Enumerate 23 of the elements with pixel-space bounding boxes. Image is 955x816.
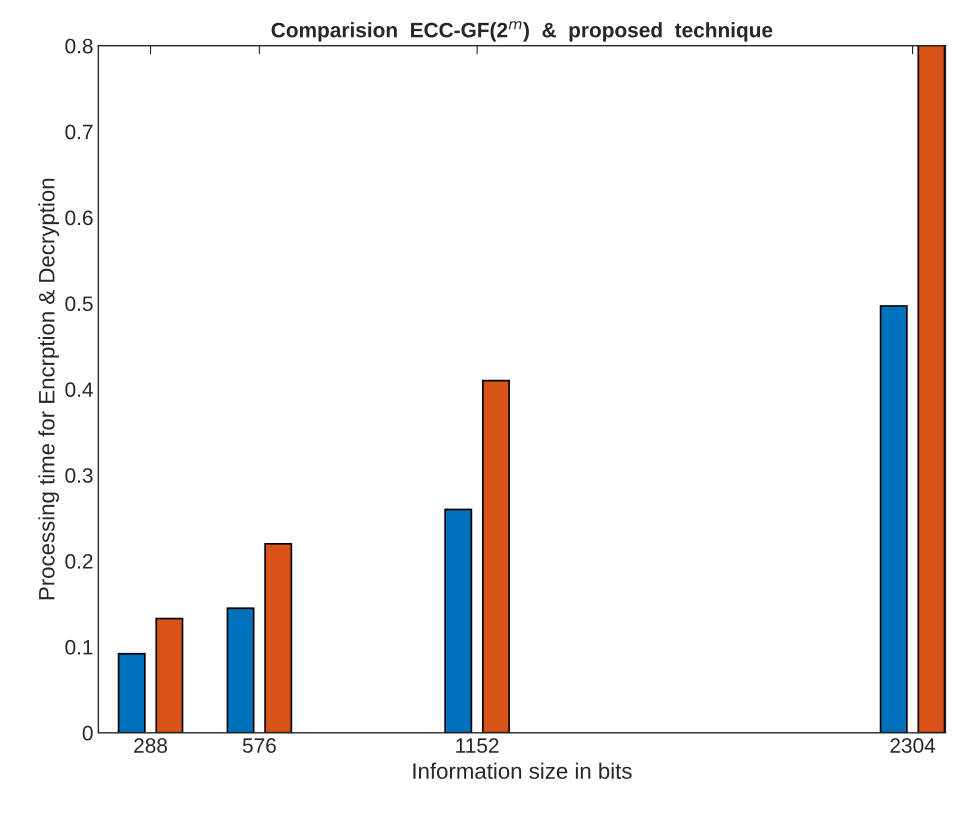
chart-title: Comparision ECC-GF(2$^{m}$) & proposed technique (272, 21, 772, 42)
y-tick-label: 0.5 (65, 296, 93, 312)
bar (880, 305, 908, 733)
x-tick-label: 2304 (890, 738, 936, 753)
bar (482, 380, 510, 733)
y-tick-label: 0.1 (65, 640, 92, 655)
y-tick-label: 0.3 (65, 468, 93, 483)
y-axis-title: Processing time for Encrption & Decryption (38, 178, 59, 600)
bar (118, 652, 146, 733)
y-tick-label: 0.7 (65, 124, 92, 140)
x-axis-title: Information size in bits (413, 762, 632, 779)
bar (226, 607, 255, 733)
y-tick-label: 0.6 (65, 210, 93, 226)
x-tick-label: 288 (134, 738, 168, 753)
bar (155, 618, 184, 733)
bar (264, 542, 292, 733)
y-tick-label: 0 (82, 726, 93, 741)
y-tick-label: 0.4 (65, 382, 93, 397)
bar (444, 508, 472, 733)
y-tick-label: 0.2 (65, 554, 92, 569)
y-tick-label: 0.8 (65, 38, 93, 54)
x-tick-label: 1152 (456, 738, 498, 753)
x-tick-label: 576 (242, 738, 276, 753)
